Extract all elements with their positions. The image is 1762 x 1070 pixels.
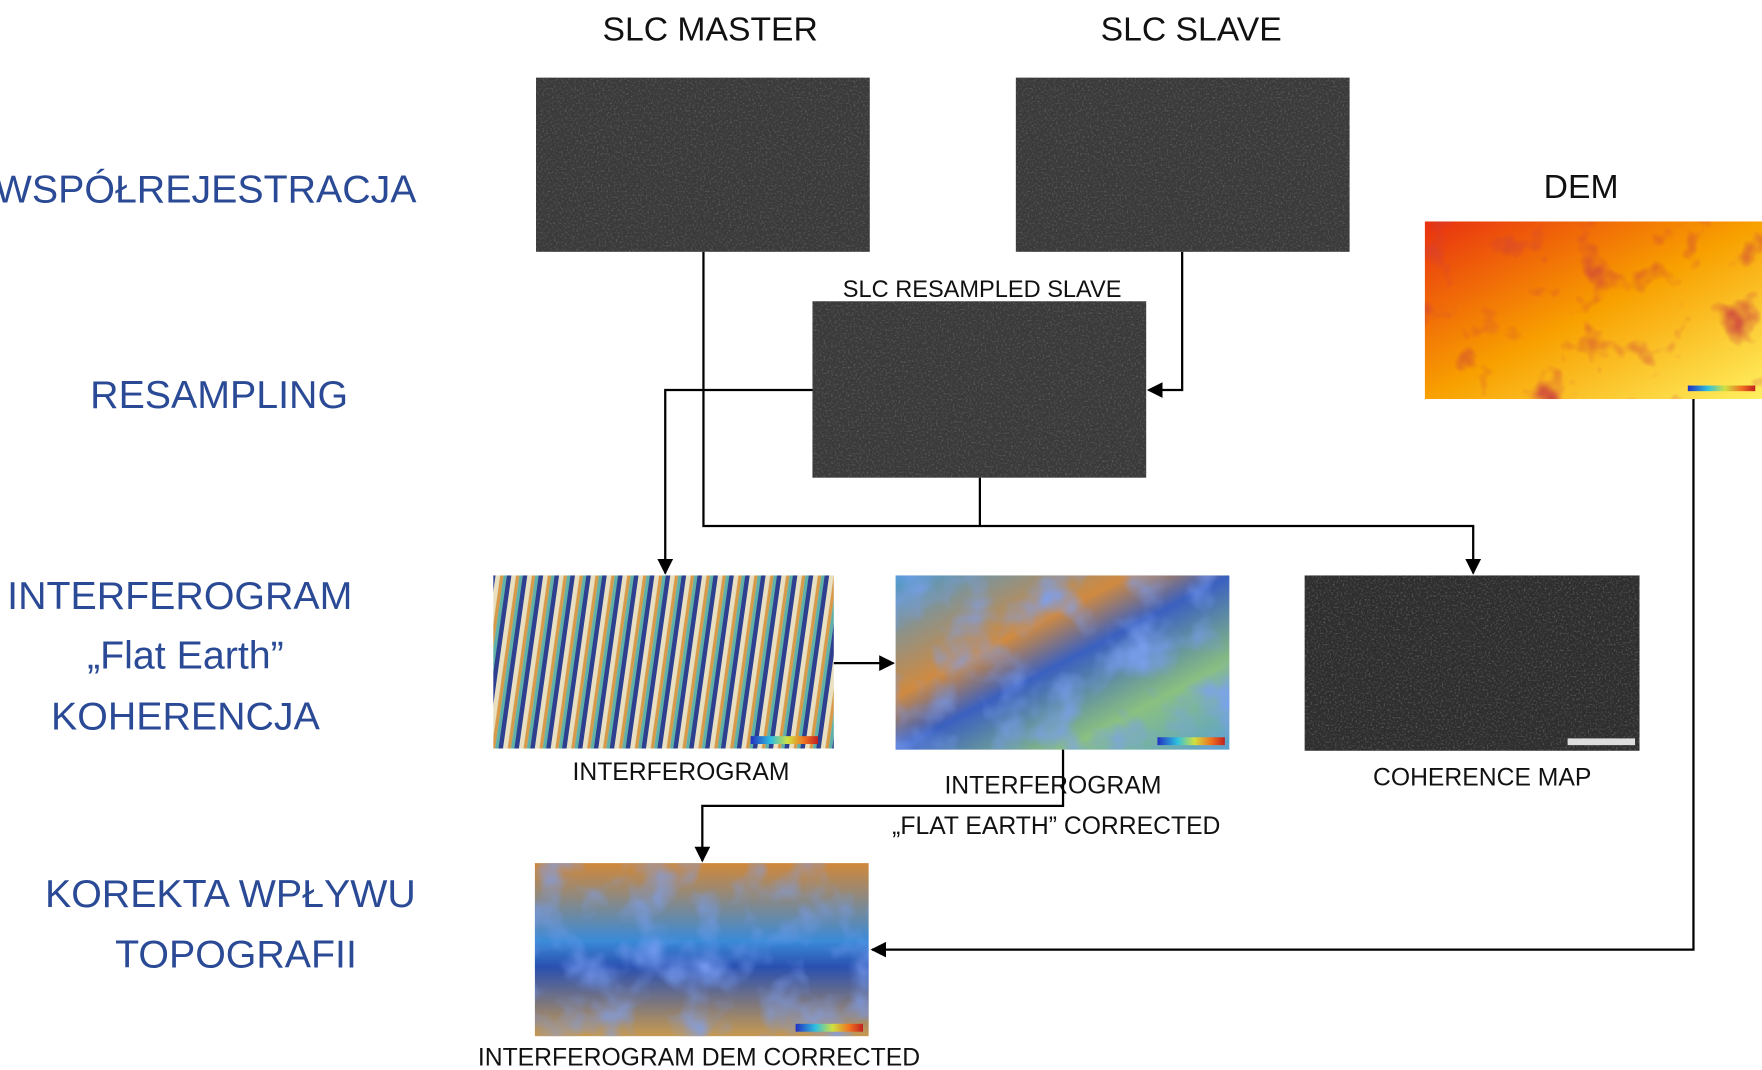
image-caption: INTERFEROGRAM (572, 759, 789, 786)
interferogram-image (493, 575, 833, 748)
image-caption: SLC RESAMPLED SLAVE (843, 276, 1122, 302)
stage-label: „Flat Earth” (87, 634, 284, 678)
dem-corrected-image (535, 863, 869, 1036)
coherence-image (1305, 575, 1640, 750)
stage-label: RESAMPLING (90, 373, 348, 417)
diagram: WSPÓŁREJESTRACJA RESAMPLING INTERFEROGRA… (0, 0, 1762, 1070)
image-caption: SLC SLAVE (1101, 11, 1282, 49)
image-caption: INTERFEROGRAM (944, 772, 1161, 799)
stage-label: WSPÓŁREJESTRACJA (0, 167, 417, 211)
image-caption: INTERFEROGRAM DEM CORRECTED (478, 1044, 920, 1070)
image-caption: DEM (1544, 168, 1619, 206)
dem-image (1425, 221, 1762, 399)
image-caption: COHERENCE MAP (1373, 765, 1591, 792)
flat-earth-image (896, 575, 1230, 749)
connector-arrow (665, 390, 812, 573)
image-caption: „FLAT EARTH” CORRECTED (892, 813, 1220, 840)
slc-resampled-image (812, 301, 1146, 477)
stage-label: KOREKTA WPŁYWU (45, 872, 416, 916)
page: WSPÓŁREJESTRACJA RESAMPLING INTERFEROGRA… (0, 0, 1762, 1070)
connector-arrow (1148, 252, 1182, 390)
stage-label: INTERFEROGRAM (7, 574, 352, 618)
stage-label: KOHERENCJA (51, 694, 321, 738)
slc-slave-image (1016, 78, 1350, 252)
image-caption: SLC MASTER (603, 11, 818, 49)
slc-master-image (536, 78, 870, 252)
stage-label: TOPOGRAFII (115, 933, 357, 977)
